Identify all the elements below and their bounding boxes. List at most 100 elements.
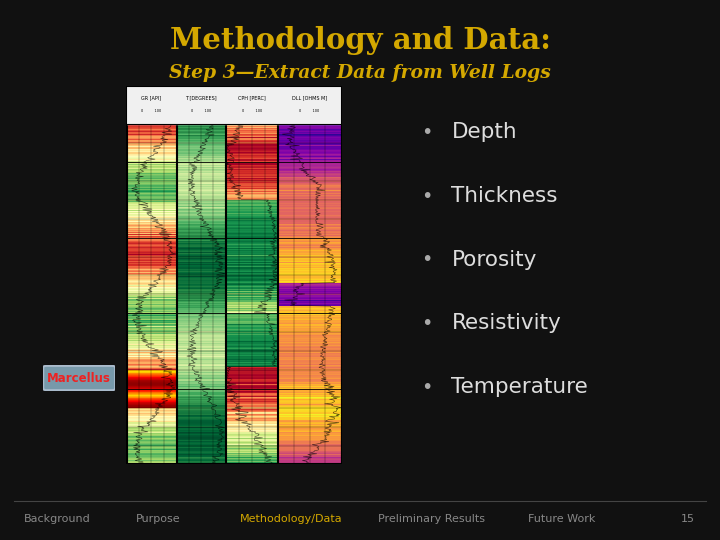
Bar (226, 210, 277, 211)
Bar (278, 118, 341, 119)
Bar (177, 169, 225, 170)
Bar (278, 364, 341, 365)
Bar (226, 193, 277, 194)
Bar (177, 262, 225, 263)
Bar (278, 206, 341, 207)
Bar (177, 375, 225, 376)
Bar (127, 136, 176, 137)
Bar (226, 185, 277, 186)
Bar (127, 103, 176, 104)
Bar (127, 276, 176, 278)
Bar (177, 377, 225, 378)
Bar (278, 415, 341, 416)
Bar (177, 433, 225, 434)
Bar (177, 202, 225, 203)
Bar (226, 110, 277, 111)
Bar (278, 407, 341, 408)
Bar (177, 379, 225, 380)
Bar (278, 196, 341, 197)
Bar (226, 355, 277, 356)
Bar (226, 204, 277, 205)
Bar (177, 376, 225, 377)
Bar (278, 316, 341, 318)
Bar (278, 423, 341, 424)
Bar (127, 427, 176, 428)
Bar (127, 362, 176, 363)
Bar (177, 398, 225, 399)
Bar (278, 343, 341, 344)
Bar (127, 324, 176, 325)
Bar (127, 218, 176, 219)
Bar (278, 261, 341, 262)
Bar (226, 129, 277, 130)
Bar (226, 323, 277, 324)
Bar (278, 157, 341, 158)
Text: 0          100: 0 100 (300, 109, 320, 113)
Bar (127, 258, 176, 259)
Bar (127, 123, 176, 124)
Bar (177, 402, 225, 403)
Bar (278, 173, 341, 174)
Bar (127, 357, 176, 359)
Bar (278, 89, 341, 90)
Bar (278, 371, 341, 372)
Bar (226, 259, 277, 260)
Bar (127, 396, 176, 397)
Bar (278, 422, 341, 423)
Bar (226, 182, 277, 183)
Bar (278, 384, 341, 385)
Bar (278, 135, 341, 136)
Bar (226, 230, 277, 231)
Bar (127, 99, 176, 100)
Bar (177, 415, 225, 416)
Bar (226, 255, 277, 256)
Bar (127, 128, 176, 129)
Bar (177, 373, 225, 374)
Bar (226, 131, 277, 132)
Bar (278, 264, 341, 265)
Bar (127, 344, 176, 345)
Bar (278, 260, 341, 261)
Bar (127, 369, 176, 370)
Bar (278, 440, 341, 441)
Bar (226, 234, 277, 235)
Bar (177, 140, 225, 141)
Bar (177, 264, 225, 265)
Bar (226, 167, 277, 168)
Bar (278, 447, 341, 448)
Bar (127, 364, 176, 365)
Bar (177, 378, 225, 379)
Bar (226, 145, 277, 146)
Bar (177, 88, 225, 89)
Bar (127, 421, 176, 422)
Bar (177, 333, 225, 334)
Bar (177, 209, 225, 210)
Bar (278, 436, 341, 437)
Bar (127, 376, 176, 377)
Bar (177, 160, 225, 161)
Bar (127, 407, 176, 408)
Bar (127, 394, 176, 395)
Bar (127, 409, 176, 410)
Text: 0          100: 0 100 (191, 109, 211, 113)
Bar (127, 269, 176, 271)
Bar (127, 370, 176, 371)
Bar (278, 340, 341, 341)
Bar (127, 343, 176, 344)
Bar (226, 434, 277, 435)
Bar (226, 191, 277, 192)
Bar (226, 231, 277, 232)
Bar (177, 346, 225, 347)
Bar (177, 139, 225, 140)
Bar (127, 430, 176, 431)
Bar (127, 162, 176, 163)
Bar (226, 160, 277, 161)
Bar (278, 148, 341, 149)
Bar (127, 445, 176, 446)
Bar (177, 146, 225, 147)
Bar (278, 421, 341, 422)
Bar (278, 223, 341, 224)
Bar (278, 289, 341, 290)
Bar (127, 237, 176, 238)
Bar (226, 310, 277, 312)
